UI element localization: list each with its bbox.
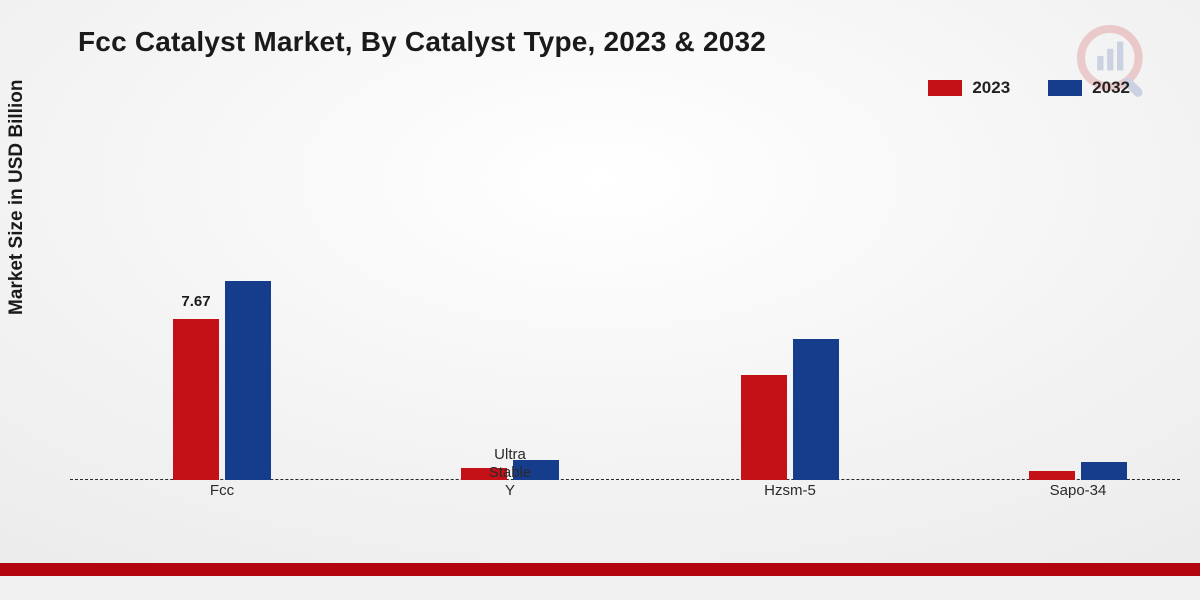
legend-item-2023: 2023 [928,78,1010,98]
footer-stripe [0,576,1200,600]
chart-container: Fcc Catalyst Market, By Catalyst Type, 2… [0,0,1200,600]
x-tick-label: Hzsm-5 [680,482,900,500]
bar-2023: 7.67 [173,319,219,480]
legend-label-2032: 2032 [1092,78,1130,98]
legend-swatch-2032 [1048,80,1082,96]
footer-band [0,563,1200,576]
y-axis-label: Market Size in USD Billion [6,80,28,315]
bar-2023 [1029,471,1075,480]
chart-title: Fcc Catalyst Market, By Catalyst Type, 2… [78,26,766,58]
bar-2032 [1081,462,1127,480]
x-tick-label: Sapo-34 [968,482,1188,500]
plot-area: 7.67FccUltraStableYHzsm-5Sapo-34 [70,110,1180,480]
x-tick-label: Fcc [112,482,332,500]
bar-2023 [741,375,787,480]
legend-swatch-2023 [928,80,962,96]
legend-label-2023: 2023 [972,78,1010,98]
x-tick-label: UltraStableY [400,446,620,500]
bar-2032 [793,339,839,480]
bar-2032 [225,281,271,481]
bar-value-label: 7.67 [181,293,210,310]
legend: 2023 2032 [928,78,1130,98]
legend-item-2032: 2032 [1048,78,1130,98]
